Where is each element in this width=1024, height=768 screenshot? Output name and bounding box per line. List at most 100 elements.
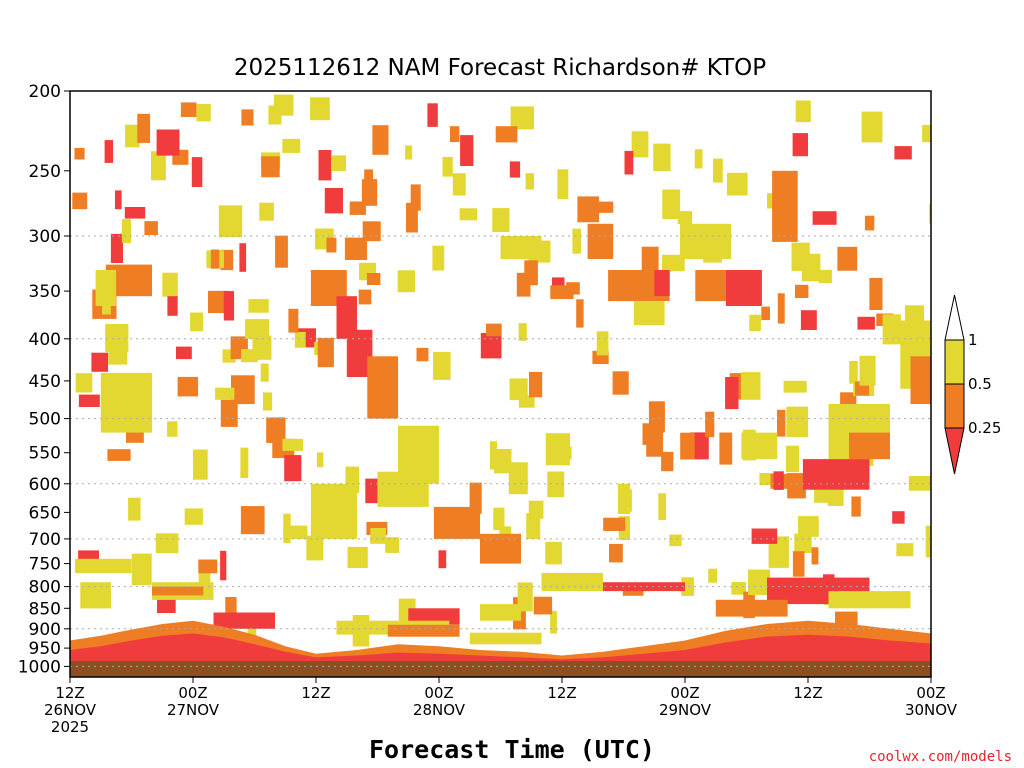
ri-cell (725, 377, 739, 410)
ri-cell (78, 394, 100, 407)
ytick-label-200: 200 (29, 82, 61, 102)
ri-cell (128, 497, 141, 521)
ytick-label-250: 250 (29, 162, 61, 182)
ri-cell (324, 188, 343, 214)
ri-cell (310, 97, 330, 121)
ri-cell (294, 331, 306, 348)
ri-cell (777, 293, 785, 324)
ri-region-36 (828, 591, 911, 609)
ri-region-16 (500, 236, 542, 260)
ri-cell (719, 432, 733, 465)
ri-cell (326, 237, 337, 253)
ytick-label-400: 400 (29, 330, 61, 350)
xtick-label-5-0: 00Z (670, 684, 699, 702)
ri-cell (245, 319, 270, 339)
ri-cell (156, 129, 180, 156)
ri-cell (144, 221, 158, 236)
ri-region-38 (213, 612, 275, 629)
ri-region-15 (377, 471, 429, 507)
ri-cell (517, 582, 533, 612)
ri-cell (882, 314, 901, 345)
ri-cell (800, 310, 817, 330)
ri-cell (929, 203, 931, 224)
ri-cell (349, 201, 366, 215)
ri-region-8 (336, 296, 357, 339)
ri-cell (75, 373, 93, 393)
ri-cell (791, 242, 810, 271)
ri-cell (432, 245, 445, 271)
ri-cell (416, 347, 429, 362)
ri-cell (358, 289, 372, 305)
ri-cell (576, 299, 584, 328)
ri-cell (266, 417, 286, 443)
ri-cell (331, 155, 346, 172)
ri-cell (871, 121, 883, 134)
ri-cell (849, 361, 858, 384)
ri-cell (198, 559, 218, 574)
ri-region-14 (480, 533, 521, 564)
ri-cell (263, 392, 273, 411)
ri-cell (74, 148, 85, 160)
ri-cell (499, 526, 512, 541)
ri-region-31 (741, 432, 778, 460)
ri-region-30 (802, 459, 870, 490)
ri-cell (550, 285, 574, 300)
ri-region-27 (910, 356, 931, 404)
ri-cell (362, 221, 381, 242)
ri-cell (812, 211, 837, 225)
xtick-label-5-1: 29NOV (659, 701, 712, 719)
ri-cell (318, 150, 332, 181)
ri-cell (469, 482, 482, 514)
ri-region-34 (603, 582, 685, 592)
xtick-label-1-0: 00Z (178, 684, 207, 702)
ri-cell (489, 441, 497, 470)
ri-cell (240, 447, 249, 478)
ri-cell (609, 543, 623, 563)
ri-cell (705, 411, 715, 438)
x-axis-label: Forecast Time (UTC) (369, 735, 655, 764)
ytick-label-550: 550 (29, 444, 61, 464)
ri-region-29 (849, 432, 890, 460)
ri-cell (557, 169, 569, 200)
ri-region-10 (367, 356, 399, 419)
ri-cell (518, 323, 527, 341)
ytick-label-950: 950 (29, 639, 61, 659)
ri-cell (344, 237, 368, 260)
ri-cell (680, 432, 695, 460)
ri-cell (231, 375, 255, 405)
ri-cell (922, 124, 931, 143)
ytick-label-650: 650 (29, 503, 61, 523)
ri-cell (397, 270, 416, 293)
ri-cell (761, 306, 770, 321)
ri-region-46 (480, 604, 521, 621)
ri-region-20 (654, 270, 670, 297)
ri-cell (284, 455, 302, 482)
ri-cell (317, 337, 334, 368)
legend-swatch-orange (944, 383, 965, 429)
ri-cell (306, 535, 324, 561)
ytick-label-500: 500 (29, 410, 61, 430)
ri-cell (794, 533, 812, 554)
ri-cell (167, 421, 178, 437)
ri-cell (550, 611, 557, 634)
ri-cell (442, 157, 453, 177)
ri-cell (641, 246, 659, 276)
ri-region-22 (695, 270, 727, 302)
ri-cell (137, 113, 151, 143)
ri-cell (176, 346, 192, 360)
xtick-label-1-1: 27NOV (167, 701, 220, 719)
credit-link[interactable]: coolwx.com/models (869, 749, 1012, 765)
plot-frame (69, 90, 932, 678)
ri-cell (713, 158, 723, 183)
color-legend: 1 0.5 0.25 (944, 294, 1001, 475)
ri-regions (75, 133, 931, 645)
legend-label-0-5: 0.5 (968, 375, 992, 393)
ri-cell (248, 299, 269, 313)
ri-cell (252, 335, 272, 360)
ri-cell (694, 149, 703, 169)
ri-cell (785, 445, 800, 473)
ri-region-24 (772, 170, 798, 242)
ri-cell (247, 614, 257, 646)
ri-cell (225, 597, 237, 613)
